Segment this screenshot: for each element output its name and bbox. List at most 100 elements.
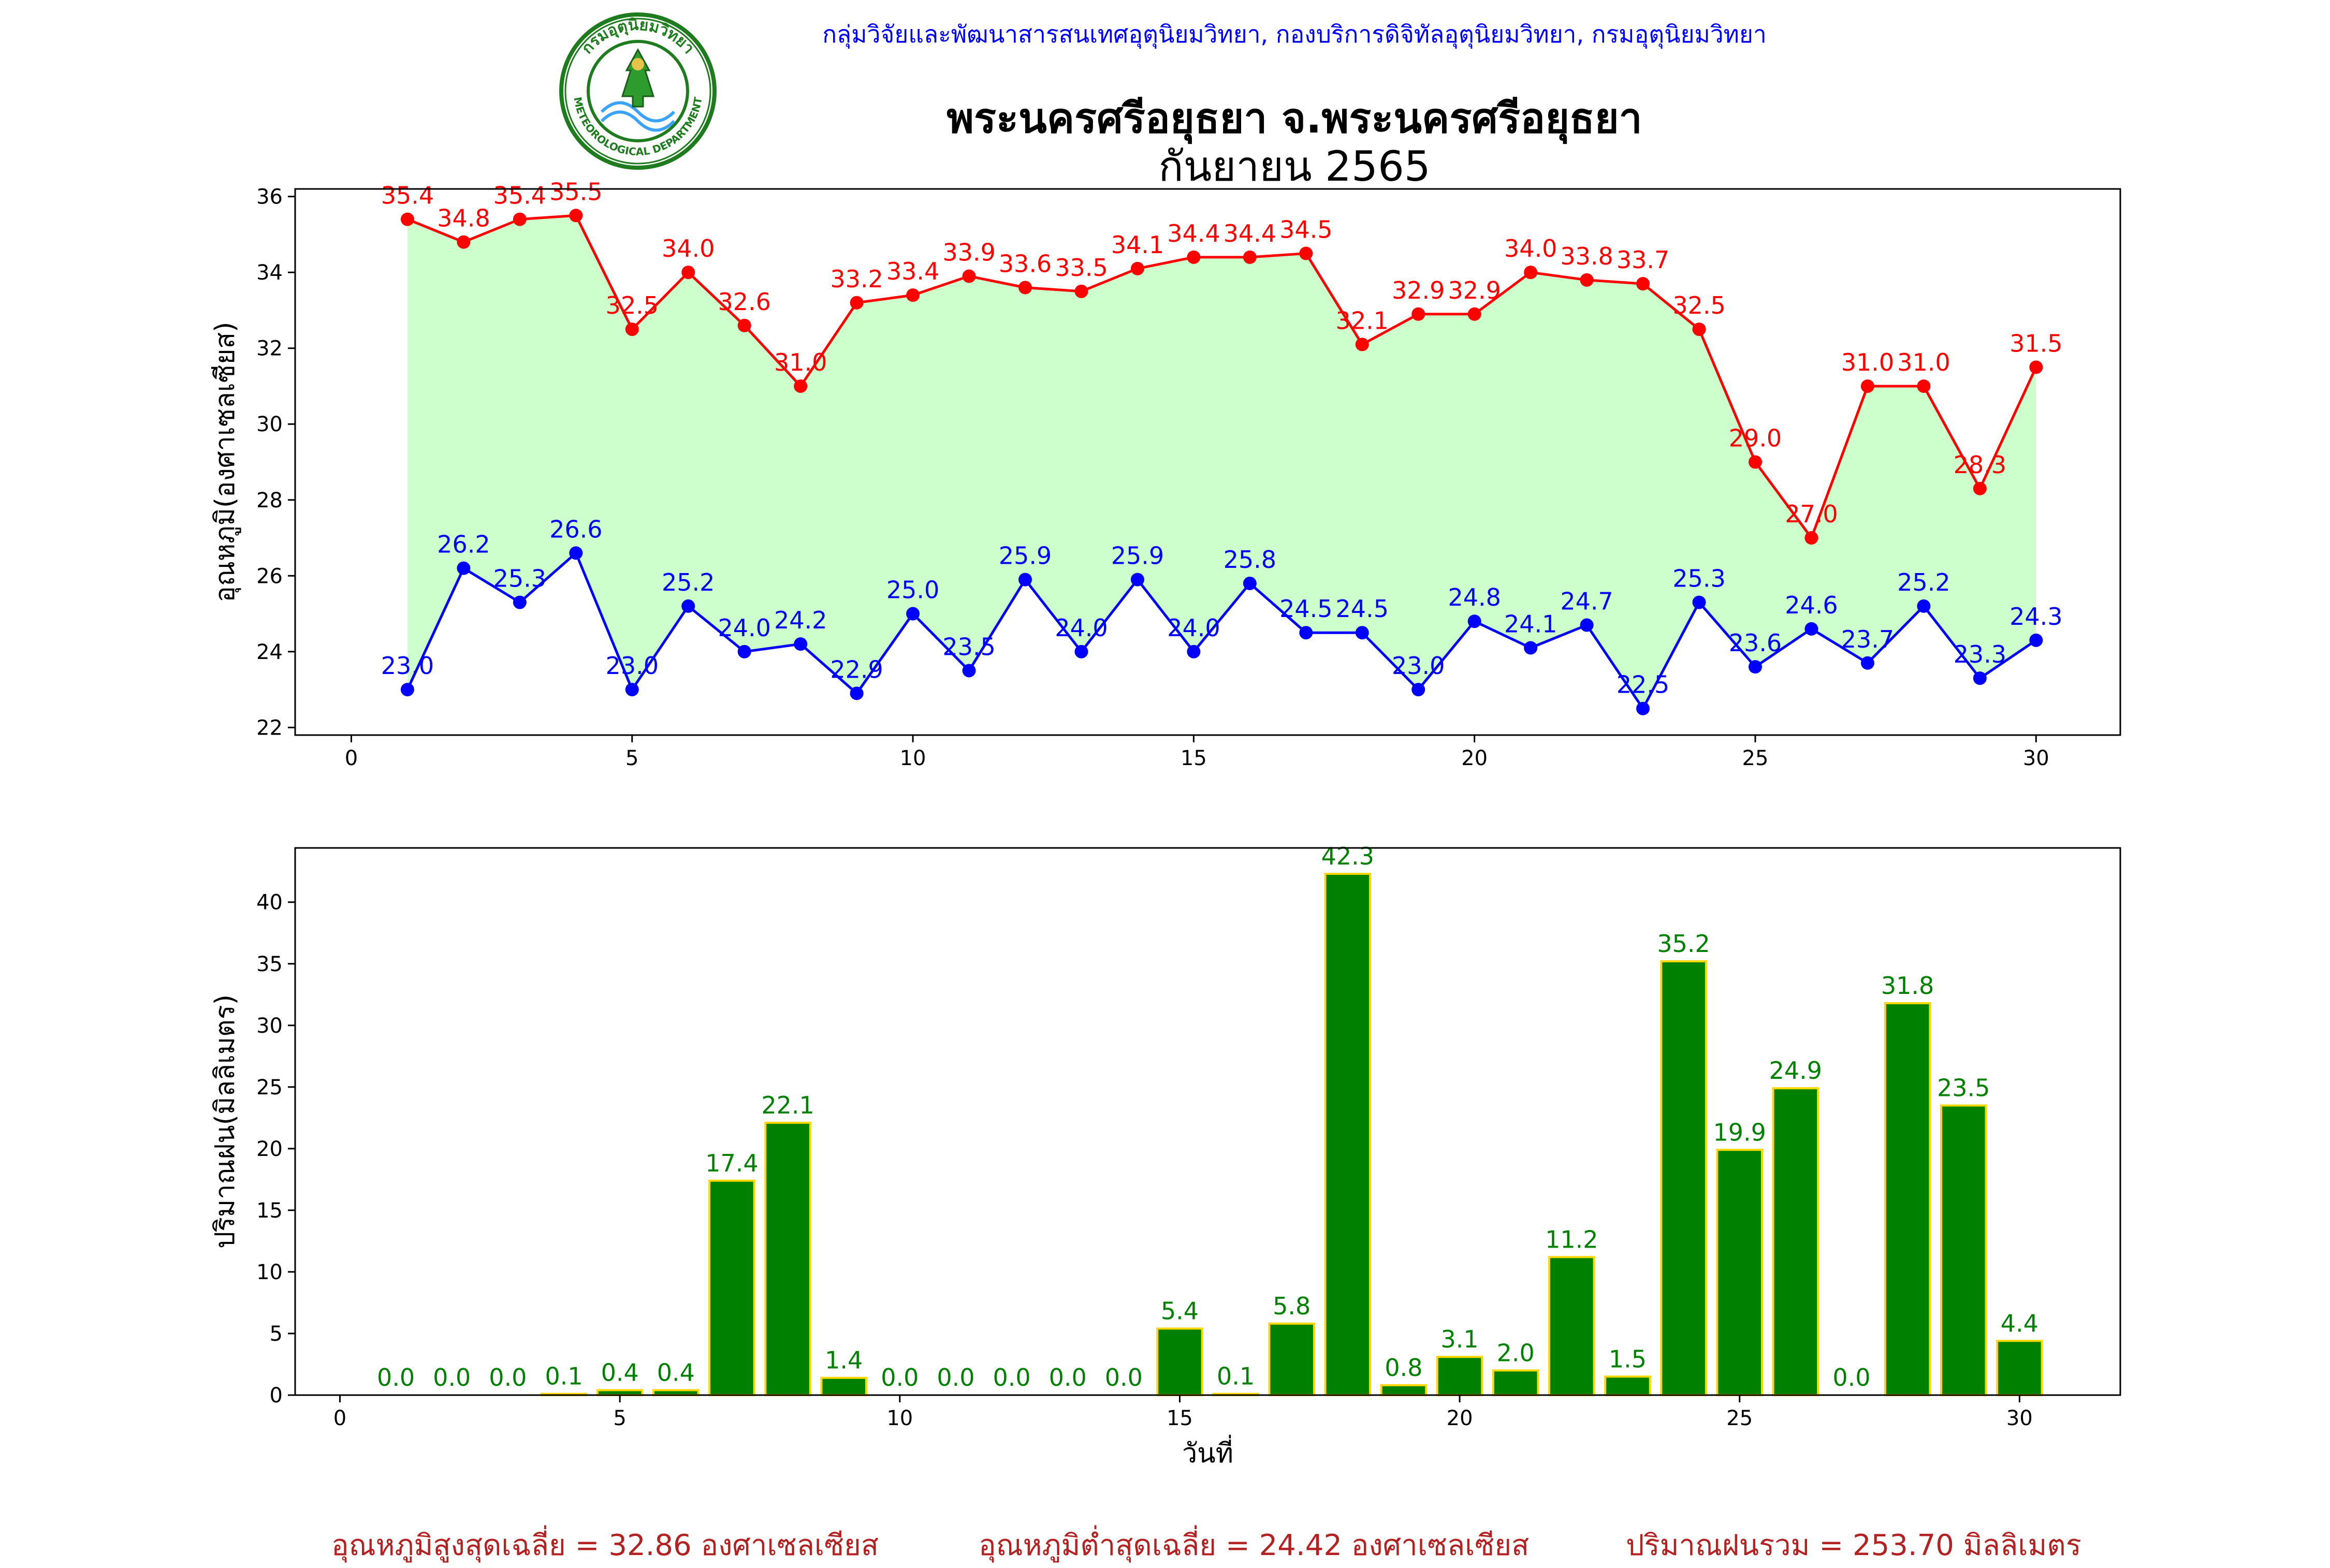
max-temp-data-label: 29.0 bbox=[1729, 424, 1782, 452]
max-temp-data-label: 35.4 bbox=[493, 182, 546, 210]
max-temp-data-label: 34.0 bbox=[662, 235, 715, 262]
rain-data-label: 0.0 bbox=[433, 1364, 471, 1391]
min-temp-point bbox=[1467, 614, 1481, 628]
min-temp-point bbox=[1187, 644, 1201, 658]
max-temp-data-label: 27.0 bbox=[1785, 500, 1838, 528]
max-temp-data-label: 31.0 bbox=[774, 348, 827, 376]
max-temp-data-label: 32.1 bbox=[1336, 306, 1389, 334]
rain-data-label: 0.0 bbox=[881, 1364, 919, 1391]
min-temp-data-label: 24.8 bbox=[1448, 583, 1501, 611]
temperature-y-tick-label: 28 bbox=[256, 489, 283, 512]
rain-bar bbox=[1772, 1087, 1819, 1396]
rain-data-label: 31.8 bbox=[1881, 972, 1934, 1000]
min-temp-data-label: 25.9 bbox=[1111, 542, 1164, 570]
max-temp-point bbox=[1411, 307, 1425, 321]
max-temp-point bbox=[1804, 531, 1818, 545]
max-temp-point bbox=[1973, 481, 1987, 495]
temperature-x-tick-label: 25 bbox=[1742, 746, 1769, 770]
temperature-y-tick-label: 32 bbox=[256, 337, 283, 361]
rain-data-label: 0.8 bbox=[1385, 1354, 1422, 1382]
max-temp-point bbox=[962, 269, 976, 283]
min-temp-data-label: 23.0 bbox=[1392, 652, 1445, 680]
rainfall-y-tick-label: 20 bbox=[256, 1137, 283, 1161]
temperature-x-tick-label: 5 bbox=[625, 746, 638, 770]
min-temp-point bbox=[1636, 701, 1650, 715]
temperature-x-tick-label: 10 bbox=[900, 746, 926, 770]
rainfall-y-tick-label: 5 bbox=[270, 1322, 283, 1346]
temperature-y-tick-label: 36 bbox=[256, 185, 283, 209]
min-temp-point bbox=[1524, 641, 1538, 655]
max-temp-data-label: 33.8 bbox=[1560, 242, 1613, 270]
min-temp-point bbox=[1018, 573, 1032, 587]
rain-data-label: 42.3 bbox=[1321, 842, 1374, 870]
rain-data-label: 22.1 bbox=[761, 1091, 814, 1119]
min-temp-point bbox=[1130, 573, 1144, 587]
min-temp-data-label: 23.0 bbox=[381, 652, 434, 680]
rainfall-plot-frame bbox=[294, 847, 2121, 1396]
rain-bar bbox=[1996, 1340, 2043, 1396]
min-temp-data-label: 23.6 bbox=[1729, 629, 1782, 657]
min-temp-data-label: 25.3 bbox=[493, 565, 546, 593]
rainfall-y-tick-label: 15 bbox=[256, 1199, 283, 1223]
min-temp-point bbox=[457, 561, 471, 575]
max-temp-point bbox=[1636, 277, 1650, 291]
max-temp-data-label: 33.5 bbox=[1055, 254, 1108, 282]
rain-bar bbox=[764, 1121, 811, 1396]
min-temp-point bbox=[1411, 683, 1425, 697]
rain-bar bbox=[1492, 1369, 1539, 1397]
max-temp-data-label: 32.9 bbox=[1448, 276, 1501, 304]
rain-data-label: 0.0 bbox=[1832, 1364, 1870, 1391]
min-temp-point bbox=[1860, 656, 1874, 670]
max-temp-data-label: 33.4 bbox=[886, 257, 939, 285]
min-temp-point bbox=[1299, 626, 1313, 640]
rain-data-label: 23.5 bbox=[1937, 1074, 1990, 1102]
rain-bar bbox=[1884, 1002, 1931, 1396]
min-temp-line bbox=[406, 551, 2037, 711]
min-temp-point bbox=[1749, 660, 1762, 674]
min-temp-data-label: 25.2 bbox=[1897, 568, 1950, 596]
max-temp-data-label: 35.5 bbox=[549, 178, 602, 206]
max-temp-point bbox=[1074, 284, 1088, 298]
max-temp-point bbox=[1749, 455, 1762, 469]
min-temp-data-label: 24.0 bbox=[1055, 614, 1108, 642]
max-temp-data-label: 34.5 bbox=[1279, 216, 1332, 244]
min-temp-data-label: 25.3 bbox=[1672, 565, 1725, 593]
temperature-x-tick-label: 0 bbox=[345, 746, 358, 770]
department-name: กลุ่มวิจัยและพัฒนาสารสนเทศอุตุนิยมวิทยา,… bbox=[822, 20, 1767, 48]
rain-bar bbox=[1324, 872, 1372, 1397]
min-temp-point bbox=[400, 683, 414, 697]
rain-data-label: 0.1 bbox=[545, 1362, 582, 1390]
temperature-chart: 35.434.835.4 35.532.534.032.631.033.2 33.4… bbox=[210, 178, 2121, 770]
rain-bar bbox=[1660, 960, 1707, 1397]
total-rain-summary: ปริมาณฝนรวม = 253.70 มิลลิเมตร bbox=[1626, 1529, 2081, 1562]
rain-data-label: 2.0 bbox=[1497, 1339, 1535, 1367]
rainfall-x-tick-label: 5 bbox=[613, 1406, 626, 1430]
max-temp-data-label: 31.0 bbox=[1841, 348, 1894, 376]
rain-bar bbox=[820, 1376, 867, 1396]
temperature-y-tick-label: 30 bbox=[256, 413, 283, 436]
max-temp-data-label: 34.8 bbox=[437, 204, 490, 232]
min-temp-point bbox=[1355, 626, 1369, 640]
rain-bar bbox=[1604, 1375, 1651, 1396]
temperature-x-tick-label: 30 bbox=[2023, 746, 2049, 770]
max-temp-point bbox=[850, 296, 864, 310]
min-temp-point bbox=[625, 683, 639, 697]
min-temp-point bbox=[1973, 671, 1987, 685]
rain-bar bbox=[1716, 1149, 1763, 1396]
min-temp-point bbox=[906, 607, 920, 621]
min-temp-data-label: 25.8 bbox=[1224, 546, 1276, 574]
min-temp-point bbox=[1243, 576, 1257, 590]
rain-data-label: 5.8 bbox=[1273, 1292, 1310, 1320]
max-temp-point bbox=[457, 235, 471, 249]
rain-data-label: 5.4 bbox=[1161, 1297, 1199, 1325]
rain-data-label: 17.4 bbox=[705, 1149, 758, 1177]
max-temp-point bbox=[569, 209, 583, 223]
max-temp-data-label: 32.9 bbox=[1392, 276, 1445, 304]
min-temp-point bbox=[794, 637, 808, 651]
rain-data-label: 0.0 bbox=[937, 1364, 974, 1391]
rainfall-x-axis-label: วันที่ bbox=[1182, 1434, 1233, 1469]
max-temp-data-label: 32.6 bbox=[718, 288, 770, 316]
max-temp-point bbox=[2029, 360, 2043, 374]
min-temp-data-label: 25.2 bbox=[662, 568, 715, 596]
